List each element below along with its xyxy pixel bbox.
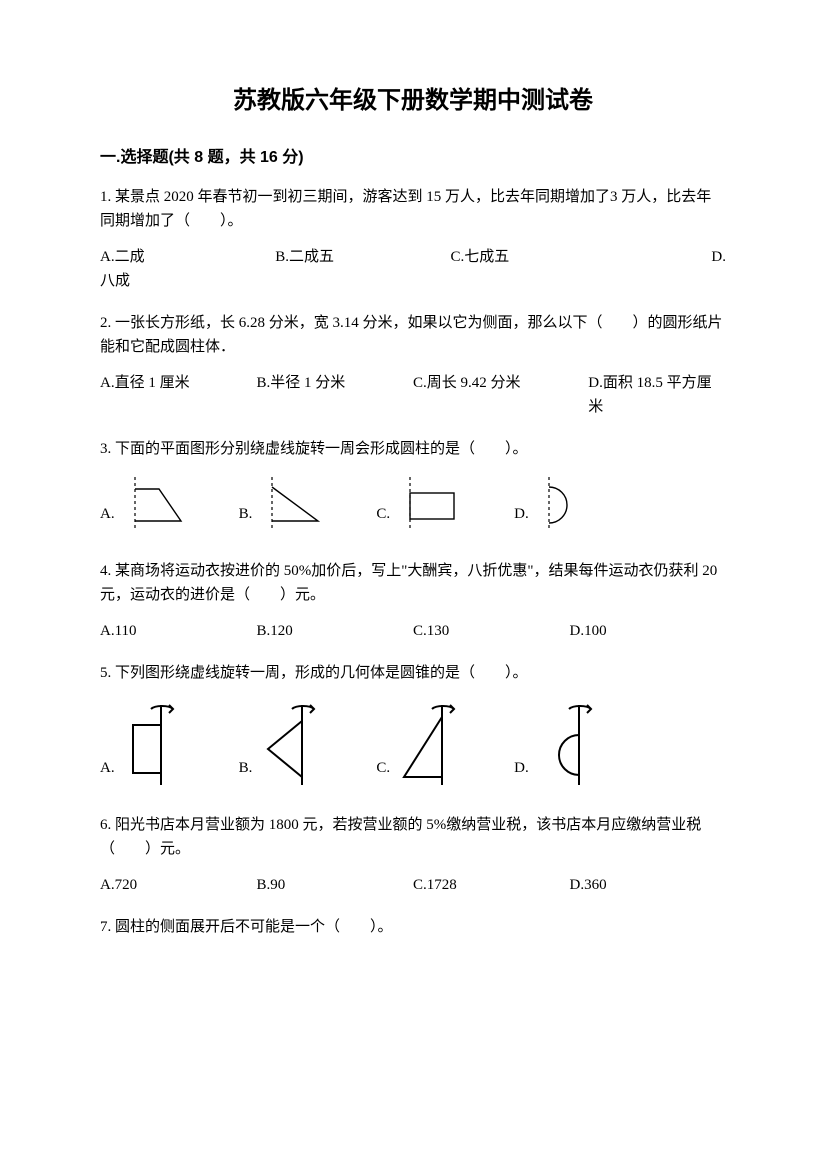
semicircle-icon xyxy=(535,473,595,535)
q3-text: 3. 下面的平面图形分别绕虚线旋转一周会形成圆柱的是（ ）。 xyxy=(100,437,726,461)
q1-options: A.二成 B.二成五 C.七成五 D. 八成 xyxy=(100,245,726,293)
q1-opt-d-letter: D. xyxy=(626,245,726,269)
q3-label-a: A. xyxy=(100,506,115,535)
q3-label-d: D. xyxy=(514,506,529,535)
q5-label-a: A. xyxy=(100,760,115,789)
q6-options: A.720 B.90 C.1728 D.360 xyxy=(100,873,726,897)
rotate-triangle-left-icon xyxy=(258,697,328,789)
q4-opt-a: A.110 xyxy=(100,619,257,643)
q3-fig-d: D. xyxy=(514,473,595,535)
q1-opt-c: C.七成五 xyxy=(451,245,626,269)
q4-options: A.110 B.120 C.130 D.100 xyxy=(100,619,726,643)
q7-text: 7. 圆柱的侧面展开后不可能是一个（ ）。 xyxy=(100,915,726,939)
q1-opt-a: A.二成 xyxy=(100,245,275,269)
q5-fig-d: D. xyxy=(514,697,605,789)
q4-text: 4. 某商场将运动衣按进价的 50%加价后，写上"大酬宾，八折优惠"，结果每件运… xyxy=(100,559,726,607)
q2-text: 2. 一张长方形纸，长 6.28 分米，宽 3.14 分米，如果以它为侧面，那么… xyxy=(100,311,726,359)
rotate-right-triangle-icon xyxy=(396,697,466,789)
q6-opt-d: D.360 xyxy=(570,873,727,897)
rotate-semicircle-icon xyxy=(535,697,605,789)
right-triangle-icon xyxy=(258,473,328,535)
q5-text: 5. 下列图形绕虚线旋转一周，形成的几何体是圆锥的是（ ）。 xyxy=(100,661,726,685)
q4-opt-b: B.120 xyxy=(257,619,414,643)
q2-opt-c: C.周长 9.42 分米 xyxy=(413,371,588,419)
q6-opt-a: A.720 xyxy=(100,873,257,897)
q5-figures: A. B. C. xyxy=(100,697,726,789)
q2-opt-a: A.直径 1 厘米 xyxy=(100,371,257,419)
exam-page: 苏教版六年级下册数学期中测试卷 一.选择题(共 8 题，共 16 分) 1. 某… xyxy=(0,0,826,1169)
q5-fig-b: B. xyxy=(239,697,329,789)
q3-label-c: C. xyxy=(376,506,390,535)
q6-opt-b: B.90 xyxy=(257,873,414,897)
q5-label-b: B. xyxy=(239,760,253,789)
q4-opt-c: C.130 xyxy=(413,619,570,643)
q5-fig-a: A. xyxy=(100,697,191,789)
q3-fig-c: C. xyxy=(376,473,466,535)
rectangle-icon xyxy=(396,473,466,535)
q5-label-d: D. xyxy=(514,760,529,789)
q2-opt-b: B.半径 1 分米 xyxy=(257,371,414,419)
q2-opt-d: D.面积 18.5 平方厘米 xyxy=(588,371,726,419)
q3-figures: A. B. C. D. xyxy=(100,473,726,535)
q3-fig-a: A. xyxy=(100,473,191,535)
q5-fig-c: C. xyxy=(376,697,466,789)
trapezoid-icon xyxy=(121,473,191,535)
q6-text: 6. 阳光书店本月营业额为 1800 元，若按营业额的 5%缴纳营业税，该书店本… xyxy=(100,813,726,861)
section-heading: 一.选择题(共 8 题，共 16 分) xyxy=(100,143,726,167)
rotate-rect-icon xyxy=(121,697,191,789)
q1-text: 1. 某景点 2020 年春节初一到初三期间，游客达到 15 万人，比去年同期增… xyxy=(100,185,726,233)
q4-opt-d: D.100 xyxy=(570,619,727,643)
q1-opt-b: B.二成五 xyxy=(275,245,450,269)
q3-label-b: B. xyxy=(239,506,253,535)
q2-options: A.直径 1 厘米 B.半径 1 分米 C.周长 9.42 分米 D.面积 18… xyxy=(100,371,726,419)
q3-fig-b: B. xyxy=(239,473,329,535)
q6-opt-c: C.1728 xyxy=(413,873,570,897)
q5-label-c: C. xyxy=(376,760,390,789)
q1-opt-d: 八成 xyxy=(100,269,726,293)
page-title: 苏教版六年级下册数学期中测试卷 xyxy=(100,80,726,115)
